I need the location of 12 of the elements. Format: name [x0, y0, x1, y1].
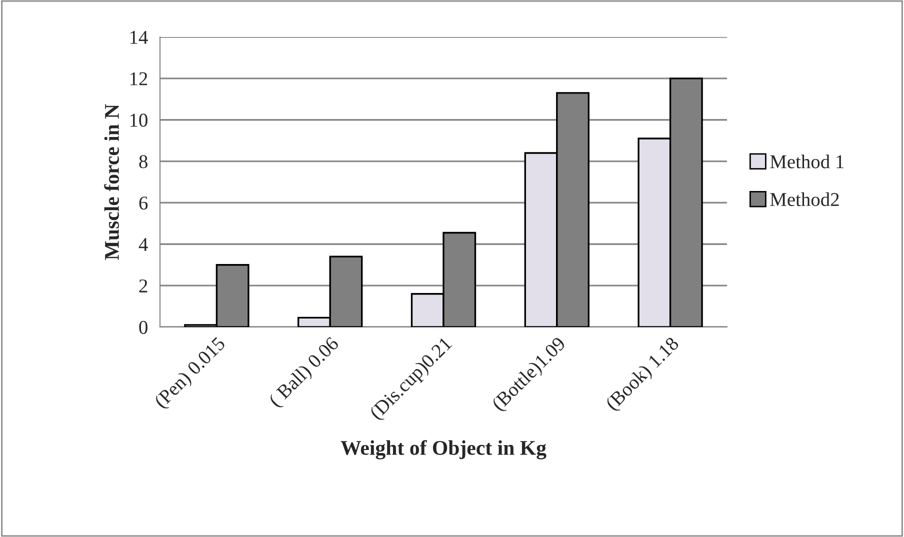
y-tick-label: 0: [139, 320, 148, 334]
y-tick-label: 6: [139, 196, 148, 210]
x-axis-title: Weight of Object in Kg: [340, 440, 546, 460]
legend-label: Method 1: [770, 154, 844, 168]
y-tick-label: 14: [130, 30, 148, 44]
y-tick-label: 12: [130, 72, 148, 86]
y-axis-title: Muscle force in N: [104, 104, 120, 260]
y-tick-label: 4: [138, 238, 148, 251]
y-tick-label: 2: [139, 279, 148, 292]
legend-label: Method2: [770, 192, 839, 206]
y-tick-label: 8: [139, 155, 148, 168]
y-tick-label: 10: [130, 114, 148, 127]
